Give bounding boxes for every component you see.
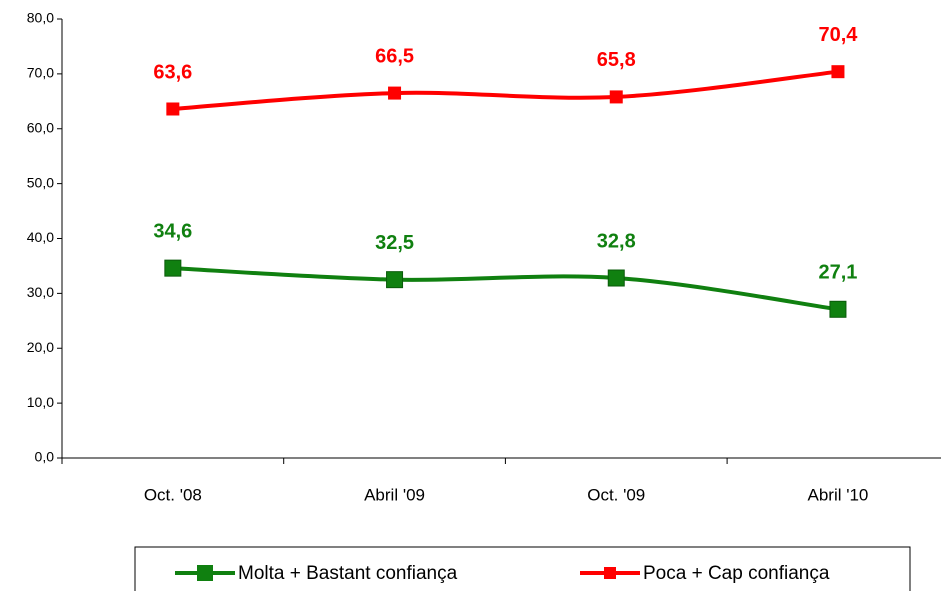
y-tick-label: 60,0 [27, 119, 54, 135]
y-tick-label: 50,0 [27, 174, 54, 190]
marker [386, 271, 404, 289]
y-tick-label: 20,0 [27, 339, 54, 355]
x-tick-label: Abril '09 [364, 485, 425, 504]
data-label: 70,4 [818, 24, 858, 46]
y-tick-label: 40,0 [27, 229, 54, 245]
x-tick-label: Oct. '09 [587, 485, 645, 504]
marker [607, 269, 625, 287]
marker [829, 300, 847, 318]
y-tick-label: 30,0 [27, 284, 54, 300]
legend-marker [197, 565, 213, 581]
data-label: 34,6 [153, 220, 192, 242]
data-label: 63,6 [153, 61, 192, 83]
y-tick-label: 80,0 [27, 10, 54, 26]
series-line [172, 69, 839, 111]
y-tick-label: 70,0 [27, 65, 54, 81]
y-tick-label: 0,0 [35, 449, 55, 465]
data-label: 27,1 [818, 262, 857, 284]
y-tick-label: 10,0 [27, 394, 54, 410]
legend-box [134, 546, 911, 591]
legend-label: Poca + Cap confiança [643, 563, 830, 584]
legend-label: Molta + Bastant confiança [238, 563, 458, 584]
x-tick-label: Oct. '08 [144, 485, 202, 504]
x-tick-label: Abril '10 [808, 485, 869, 504]
data-label: 32,5 [375, 232, 414, 254]
series-line [172, 266, 839, 312]
marker [166, 102, 180, 116]
data-label: 65,8 [597, 49, 636, 71]
marker [388, 86, 402, 100]
marker [164, 259, 182, 277]
data-label: 32,8 [597, 230, 636, 252]
data-label: 66,5 [375, 45, 414, 67]
marker [609, 90, 623, 104]
marker [831, 65, 845, 79]
legend-marker [604, 567, 616, 579]
